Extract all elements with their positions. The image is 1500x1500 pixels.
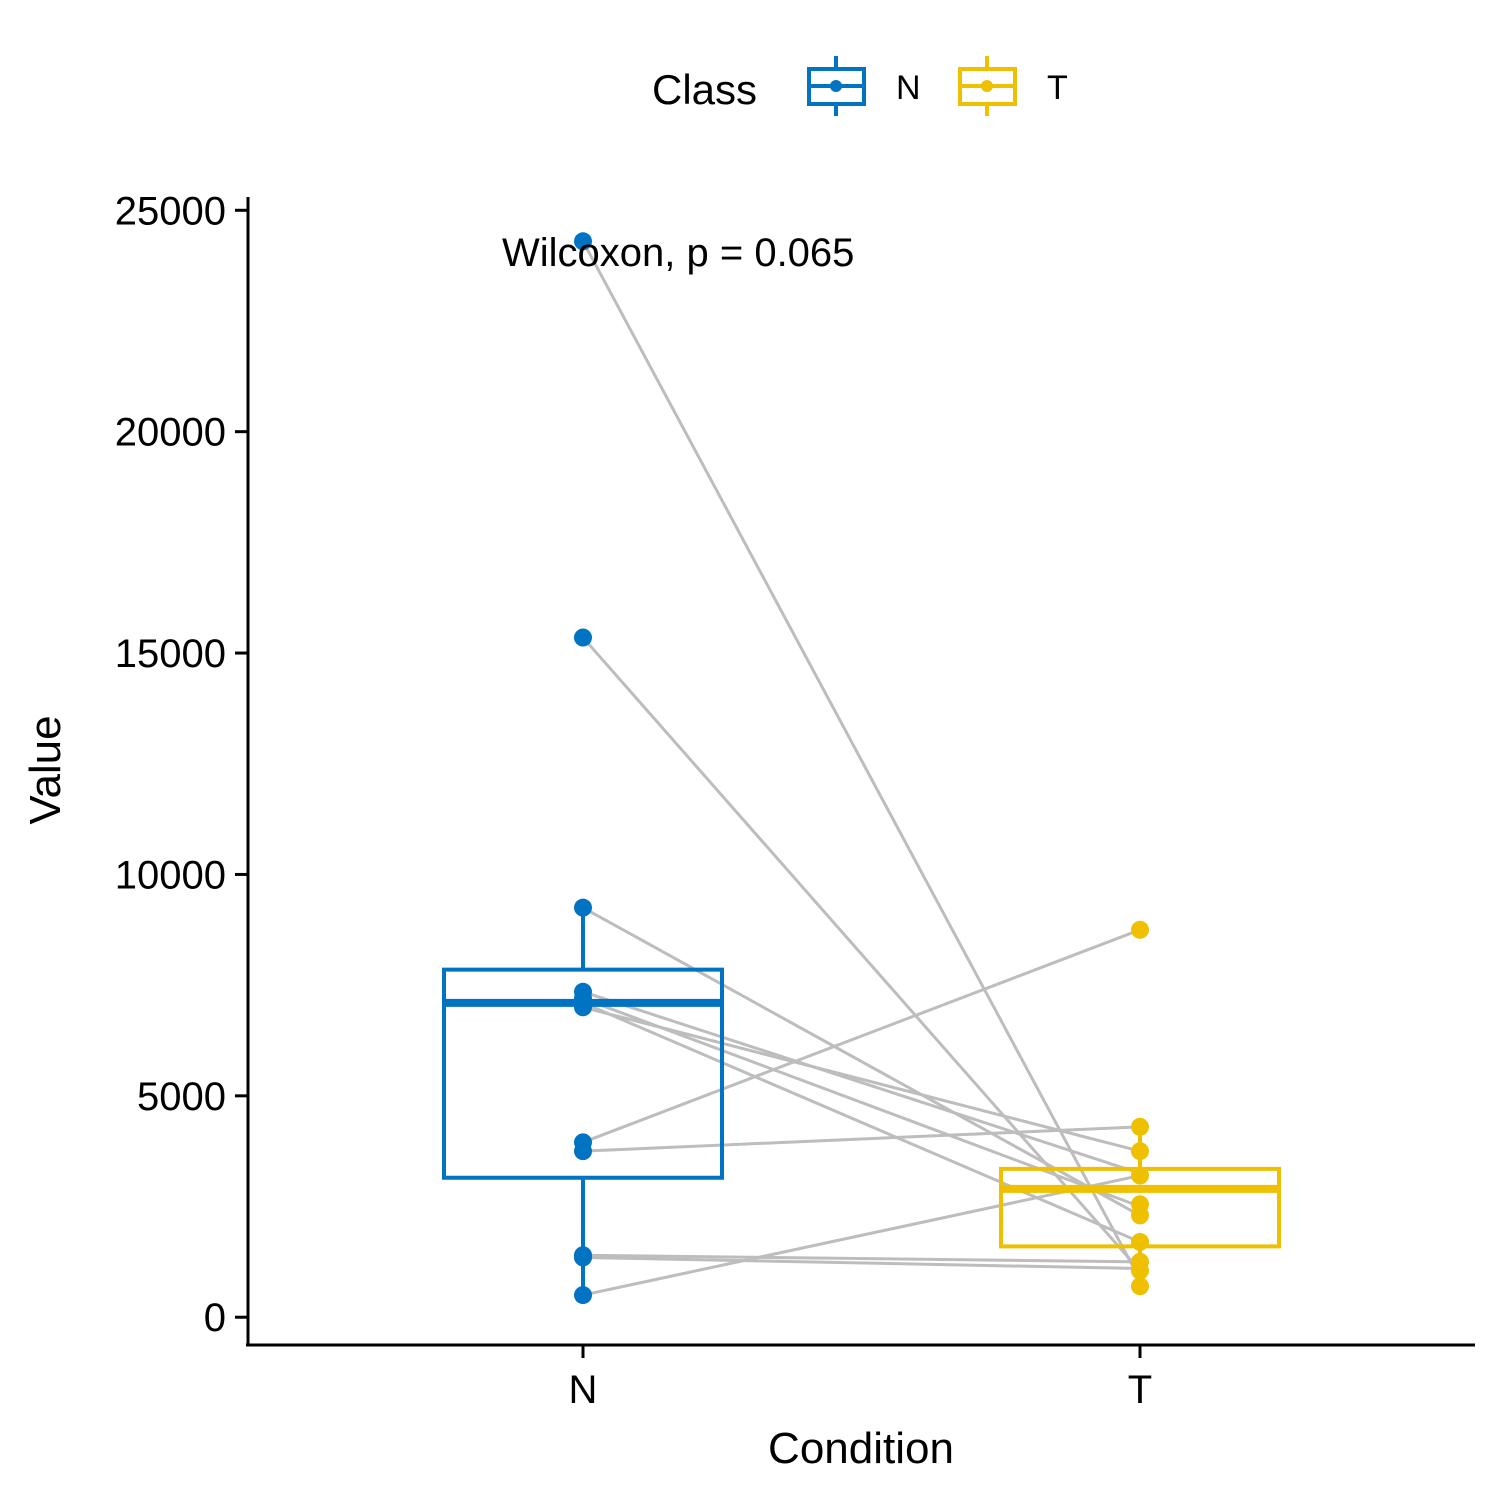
x-tick-label: N — [569, 1368, 598, 1412]
wilcoxon-annotation: Wilcoxon, p = 0.065 — [502, 231, 854, 275]
points — [574, 232, 1149, 1305]
pair-line — [582, 1001, 1141, 1244]
point-n — [574, 628, 592, 647]
legend-label-n: N — [896, 69, 921, 107]
legend: Class N T — [652, 56, 1068, 116]
pair-line — [581, 240, 1142, 1281]
point-t — [1131, 1166, 1149, 1185]
point-n — [574, 1142, 592, 1161]
x-axis-title: Condition — [768, 1424, 954, 1473]
legend-title: Class — [652, 66, 757, 113]
point-n — [574, 1248, 592, 1267]
y-tick-label: 25000 — [115, 189, 226, 233]
pair-line — [582, 990, 1141, 1175]
point-n — [574, 898, 592, 917]
legend-key-t — [958, 56, 1017, 116]
pair-line — [582, 1005, 1141, 1153]
y-tick-label: 15000 — [115, 632, 226, 676]
box-n — [442, 967, 724, 1180]
point-t — [1131, 1142, 1149, 1161]
point-n — [574, 998, 592, 1017]
pair-lines — [581, 240, 1142, 1297]
y-tick-label: 10000 — [115, 853, 226, 897]
y-ticks: 0 5000 10000 15000 20000 25000 — [115, 189, 248, 1340]
point-t — [1131, 1206, 1149, 1225]
y-tick-label: 20000 — [115, 411, 226, 455]
pair-line — [582, 1253, 1141, 1264]
point-t — [1131, 1261, 1149, 1280]
legend-label-t: T — [1047, 69, 1068, 107]
pair-line — [582, 1255, 1141, 1271]
y-axis-title: Value — [21, 715, 70, 824]
point-n — [574, 1286, 592, 1305]
point-t — [1131, 1232, 1149, 1251]
point-n — [574, 232, 592, 251]
point-t — [1131, 1277, 1149, 1296]
pair-line — [582, 906, 1141, 1217]
point-t — [1131, 920, 1149, 939]
legend-key-n — [807, 56, 866, 116]
point-t — [1131, 1117, 1149, 1136]
x-tick-label: T — [1128, 1368, 1152, 1412]
pair-line — [582, 1174, 1141, 1297]
pair-line — [582, 997, 1141, 1208]
pair-line — [582, 928, 1141, 1144]
y-tick-label: 0 — [204, 1296, 226, 1340]
pair-line — [582, 1125, 1141, 1153]
y-tick-label: 5000 — [137, 1075, 226, 1119]
